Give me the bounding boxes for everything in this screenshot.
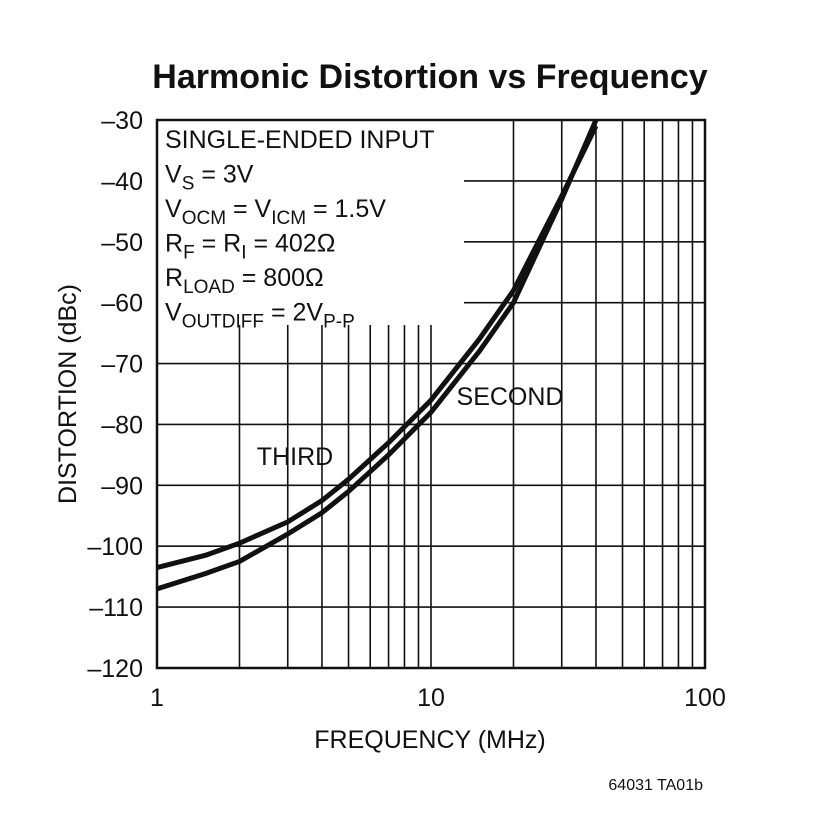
annotation-background [158, 121, 464, 325]
annotation-text: V [165, 161, 182, 189]
annotation-text: V [165, 299, 182, 327]
y-tick-label: –30 [101, 107, 143, 135]
subscript: OCM [182, 208, 226, 229]
annotation-line: VS = 3V [165, 161, 254, 195]
subscript: OUTDIFF [182, 312, 264, 333]
annotation-text: = 800Ω [235, 264, 324, 292]
y-tick-label: –90 [101, 472, 143, 500]
annotation-text: = 3V [194, 161, 253, 189]
x-axis-label: FREQUENCY (MHz) [314, 726, 545, 754]
plot-frame [155, 118, 707, 670]
subscript: P-P [323, 312, 355, 333]
x-tick-label: 1 [150, 684, 164, 712]
series-line [156, 124, 599, 570]
annotation-text: = V [226, 195, 271, 223]
annotation-text: SINGLE-ENDED INPUT [165, 126, 434, 154]
annotation-text: = 2V [264, 299, 323, 327]
y-tick-label: –100 [87, 533, 143, 561]
chart-title: Harmonic Distortion vs Frequency [152, 58, 708, 96]
annotation-text: = R [195, 230, 242, 258]
y-tick-label: –50 [101, 229, 143, 257]
series-line [156, 119, 599, 592]
y-tick-label: –110 [89, 594, 143, 622]
annotation-text: R [165, 264, 183, 292]
annotation-text: = 402Ω [247, 230, 336, 258]
y-axis-label: DISTORTION (dBc) [54, 284, 82, 504]
annotation-line: VOCM = VICM = 1.5V [165, 195, 386, 229]
y-tick-label: –120 [87, 655, 143, 683]
annotation-text: V [165, 195, 182, 223]
annotation-line: VOUTDIFF = 2VP-P [165, 299, 355, 333]
x-tick-label: 100 [684, 684, 726, 712]
y-tick-label: –40 [101, 168, 143, 196]
annotation-line: SINGLE-ENDED INPUT [165, 126, 434, 154]
y-tick-label: –80 [101, 411, 143, 439]
annotation-line: RLOAD = 800Ω [165, 264, 324, 298]
subscript: S [182, 174, 195, 195]
annotation-line: RF = RI = 402Ω [165, 230, 335, 264]
series-label: SECOND [457, 383, 564, 411]
subscript: LOAD [183, 277, 235, 298]
annotation-text: = 1.5V [306, 195, 386, 223]
annotation-text: R [165, 230, 183, 258]
y-tick-label: –70 [101, 351, 143, 379]
footnote: 64031 TA01b [608, 777, 703, 794]
subscript: F [183, 243, 195, 264]
subscript: ICM [271, 208, 306, 229]
y-tick-label: –60 [101, 290, 143, 318]
x-tick-label: 10 [417, 684, 445, 712]
subscript: I [241, 243, 246, 264]
series-label: THIRD [257, 443, 333, 471]
